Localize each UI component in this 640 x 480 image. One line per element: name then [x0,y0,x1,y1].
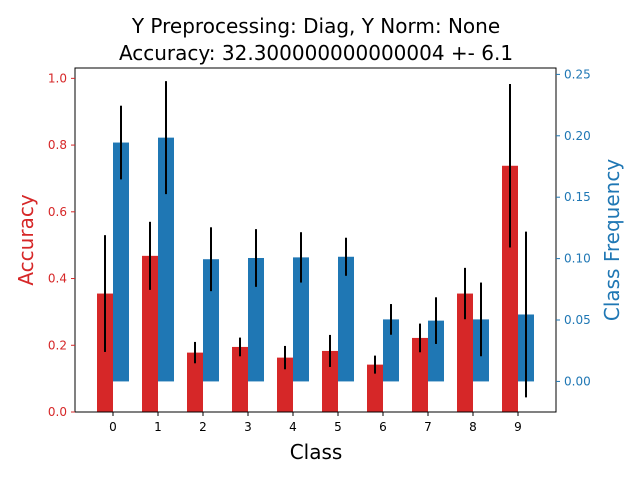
frequency-bar-7 [428,320,444,382]
accuracy-bar-0 [97,293,113,412]
accuracy-bar-8 [457,293,473,412]
chart-title-line2: Accuracy: 32.300000000000004 +- 6.1 [119,41,513,65]
x-tick-label: 9 [514,420,522,434]
right-y-ticks-group: 0.00 0.05 0.10 0.15 0.20 0.25 [556,67,591,388]
frequency-bar-2 [203,259,219,382]
right-y-tick-label: 0.15 [564,190,591,204]
x-tick-label: 2 [199,420,207,434]
left-y-tick-label: 1.0 [48,71,67,85]
accuracy-bar-7 [412,337,428,412]
left-y-axis-label: Accuracy [14,194,38,285]
x-tick-label: 3 [244,420,252,434]
x-tick-label: 7 [424,420,432,434]
x-ticks-group: 0 1 2 3 4 5 6 7 8 9 [109,412,522,434]
left-y-tick-label: 0.8 [48,138,67,152]
x-axis-label: Class [290,440,343,464]
frequency-bar-1 [158,137,174,382]
frequency-bar-5 [338,256,354,382]
x-tick-label: 5 [334,420,342,434]
right-y-tick-label: 0.00 [564,374,591,388]
accuracy-bar-9 [502,165,518,412]
accuracy-bar-4 [277,357,293,412]
right-y-tick-label: 0.25 [564,67,591,81]
frequency-bar-0 [113,142,129,382]
plot-frame [74,67,557,413]
x-tick-label: 0 [109,420,117,434]
x-tick-label: 8 [469,420,477,434]
frequency-bar-4 [293,257,309,382]
x-tick-label: 6 [379,420,387,434]
left-y-tick-label: 0.6 [48,205,67,219]
errorbars-group [104,81,527,398]
accuracy-bar-2 [187,352,203,412]
accuracy-bar-3 [232,346,248,412]
accuracy-bar-6 [367,364,383,412]
x-tick-label: 1 [154,420,162,434]
right-y-tick-label: 0.10 [564,252,591,266]
right-y-tick-label: 0.20 [564,129,591,143]
right-y-axis-label: Class Frequency [600,159,624,321]
left-y-tick-label: 0.4 [48,272,67,286]
chart-title-line1: Y Preprocessing: Diag, Y Norm: None [131,14,500,38]
frequency-bar-6 [383,319,399,382]
x-tick-label: 4 [289,420,297,434]
left-y-ticks-group: 0.0 0.2 0.4 0.6 0.8 1.0 [48,71,75,419]
right-y-tick-label: 0.05 [564,313,591,327]
bars-group [97,137,534,412]
left-y-tick-label: 0.2 [48,338,67,352]
accuracy-bar-5 [322,350,338,412]
accuracy-bar-1 [142,255,158,412]
frequency-bar-3 [248,257,264,382]
left-y-tick-label: 0.0 [48,405,67,419]
